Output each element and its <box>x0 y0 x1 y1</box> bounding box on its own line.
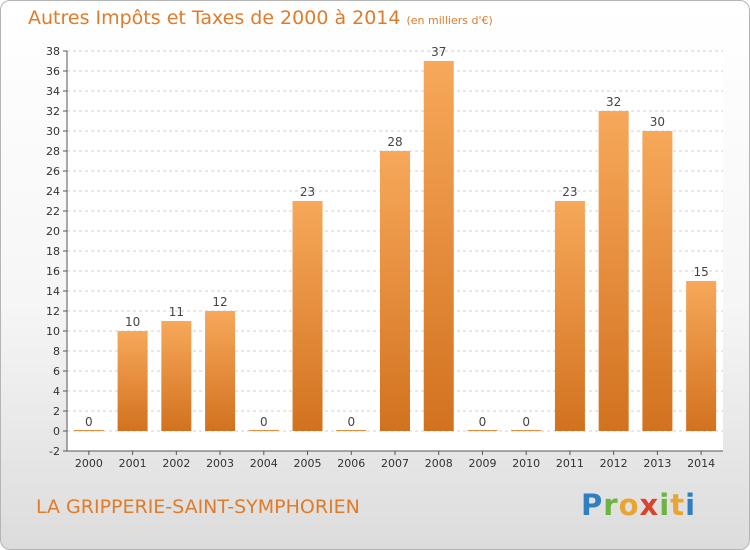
x-tick-label: 2001 <box>119 457 147 470</box>
proxiti-logo[interactable]: Proxiti <box>581 488 697 522</box>
bar <box>554 201 585 431</box>
bar <box>380 151 410 431</box>
x-tick-label: 2000 <box>75 457 103 470</box>
bar <box>248 430 279 431</box>
chart-title: Autres Impôts et Taxes de 2000 à 2014 (en… <box>28 7 493 29</box>
y-tick-label: 6 <box>53 365 60 378</box>
y-tick-label: 0 <box>53 425 60 438</box>
y-tick-label: 8 <box>53 345 60 358</box>
bar <box>117 331 148 431</box>
data-label: 0 <box>347 415 355 429</box>
data-label: 0 <box>522 415 530 429</box>
bar <box>423 61 454 431</box>
chart-title-text: Autres Impôts et Taxes de 2000 à 2014 <box>28 7 401 29</box>
y-tick-label: 30 <box>46 125 60 138</box>
x-tick-label: 2007 <box>381 457 409 470</box>
y-tick-label: 10 <box>46 325 60 338</box>
y-tick-label: 22 <box>46 205 60 218</box>
y-tick-label: 12 <box>46 305 60 318</box>
data-label: 30 <box>650 115 665 129</box>
data-label: 37 <box>431 45 446 59</box>
x-tick-label: 2014 <box>687 457 715 470</box>
commune-name: LA GRIPPERIE-SAINT-SYMPHORIEN <box>36 496 360 518</box>
y-tick-label: 26 <box>46 165 60 178</box>
y-tick-label: 4 <box>53 385 60 398</box>
bar <box>511 430 542 431</box>
x-tick-label: 2009 <box>468 457 496 470</box>
chart-title-unit: (en milliers d'€) <box>406 14 493 27</box>
x-tick-label: 2013 <box>643 457 671 470</box>
data-label: 0 <box>260 415 268 429</box>
x-tick-label: 2011 <box>556 457 584 470</box>
data-label: 0 <box>85 415 93 429</box>
data-label: 15 <box>693 265 708 279</box>
x-tick-label: 2003 <box>206 457 234 470</box>
x-tick-label: 2010 <box>512 457 540 470</box>
bar <box>686 281 717 431</box>
bar <box>161 321 192 431</box>
data-label: 10 <box>125 315 140 329</box>
y-tick-label: 16 <box>46 265 60 278</box>
y-tick-label: 2 <box>53 405 60 418</box>
x-tick-label: 2006 <box>337 457 365 470</box>
bar <box>642 131 673 431</box>
y-tick-label: -2 <box>49 445 60 458</box>
x-tick-label: 2012 <box>600 457 628 470</box>
x-tick-label: 2004 <box>250 457 278 470</box>
data-label: 0 <box>479 415 487 429</box>
y-tick-label: 34 <box>46 85 60 98</box>
y-tick-label: 18 <box>46 245 60 258</box>
x-tick-label: 2008 <box>425 457 453 470</box>
y-tick-label: 14 <box>46 285 60 298</box>
data-label: 23 <box>300 185 315 199</box>
bar <box>205 311 236 431</box>
x-tick-label: 2005 <box>294 457 322 470</box>
data-label: 28 <box>387 135 402 149</box>
bar <box>73 430 104 431</box>
bar <box>467 430 498 431</box>
data-label: 11 <box>169 305 184 319</box>
data-label: 32 <box>606 95 621 109</box>
data-label: 12 <box>212 295 227 309</box>
y-tick-label: 24 <box>46 185 60 198</box>
y-tick-label: 38 <box>46 45 60 58</box>
bar <box>336 430 367 431</box>
y-tick-label: 36 <box>46 65 60 78</box>
y-tick-label: 32 <box>46 105 60 118</box>
y-tick-label: 20 <box>46 225 60 238</box>
bar <box>598 111 629 431</box>
y-tick-label: 28 <box>46 145 60 158</box>
x-tick-label: 2002 <box>162 457 190 470</box>
bar <box>292 201 323 431</box>
data-label: 23 <box>562 185 577 199</box>
